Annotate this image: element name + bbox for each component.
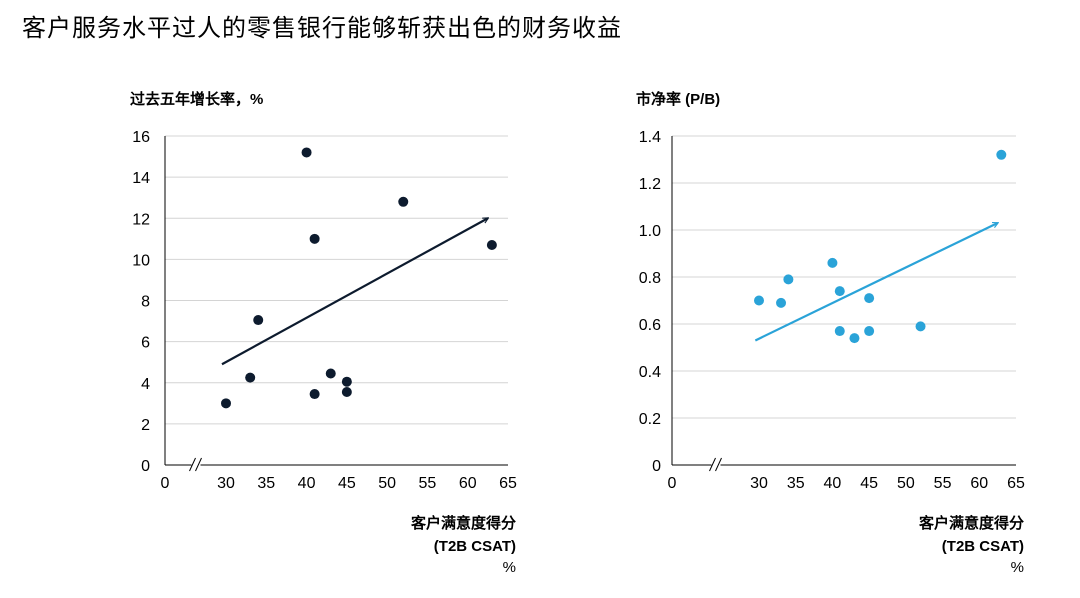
y-tick-label: 8 (141, 294, 150, 311)
trend-arrow (221, 217, 488, 366)
x-tick-label: 35 (257, 475, 275, 492)
y-axis-label: 市净率 (P/B) (636, 90, 720, 108)
y-tick-label: 0.8 (639, 270, 661, 287)
growth-scatter-chart: 过去五年增长率，% 0 2 4 6 8 10 12 14 16 0 30 35 40 45 50 55 60 65 客… (130, 90, 517, 576)
x-tick-label: 60 (970, 475, 988, 492)
data-point (309, 233, 320, 244)
x-tick-label: 45 (338, 475, 356, 492)
x-axis-label: % (1011, 559, 1024, 576)
data-point (783, 274, 794, 285)
x-tick-label: 60 (459, 475, 477, 492)
y-tick-label: 12 (132, 211, 150, 228)
x-tick-label: 40 (824, 475, 842, 492)
data-point (486, 239, 497, 250)
x-tick-label: 65 (1007, 475, 1025, 492)
data-point (309, 389, 320, 400)
x-tick-label: 55 (934, 475, 952, 492)
data-point (776, 297, 787, 308)
x-tick-label: 65 (499, 475, 517, 492)
y-tick-label: 16 (132, 129, 150, 146)
y-tick-label: 0.2 (639, 411, 661, 428)
data-point (834, 286, 845, 297)
y-tick-label: 6 (141, 335, 150, 352)
data-point (915, 321, 926, 332)
data-point (864, 326, 875, 337)
y-axis-label: 过去五年增长率，% (130, 90, 263, 108)
data-point (341, 376, 352, 387)
x-tick-label: 50 (897, 475, 915, 492)
y-tick-label: 10 (132, 252, 150, 269)
x-tick-label: 0 (161, 475, 170, 492)
x-axis-label: (T2B CSAT) (942, 538, 1024, 555)
axis-break-mark (189, 457, 196, 472)
data-point (864, 293, 875, 304)
axis-break-gap (191, 461, 201, 469)
trend-arrow (754, 221, 997, 342)
axis-break-mark (709, 457, 716, 472)
y-tick-label: 0 (652, 458, 661, 475)
axis-break-gap (711, 461, 721, 469)
x-axis-label: 客户满意度得分 (410, 514, 516, 532)
y-tick-label: 0.4 (639, 364, 661, 381)
data-point (245, 372, 256, 383)
x-tick-label: 50 (378, 475, 396, 492)
data-point (221, 398, 231, 409)
data-point (849, 333, 860, 344)
y-tick-label: 1.0 (639, 223, 661, 240)
y-tick-label: 0 (141, 458, 150, 475)
data-point (834, 326, 845, 337)
data-point (754, 295, 764, 306)
x-tick-label: 45 (860, 475, 878, 492)
x-axis-label: 客户满意度得分 (918, 514, 1024, 532)
x-tick-label: 40 (298, 475, 316, 492)
x-tick-label: 55 (419, 475, 437, 492)
x-tick-label: 35 (787, 475, 805, 492)
y-tick-label: 0.6 (639, 317, 661, 334)
pb-scatter-chart: 市净率 (P/B) 0 0.2 0.4 0.6 0.8 1.0 1.2 1.4 0 30 35 40 45… (636, 90, 1025, 576)
y-tick-label: 14 (132, 170, 150, 187)
y-tick-label: 4 (141, 376, 150, 393)
y-tick-label: 1.2 (639, 176, 661, 193)
x-tick-label: 30 (217, 475, 235, 492)
data-point (253, 315, 264, 326)
x-tick-label: 30 (750, 475, 768, 492)
data-point (398, 196, 409, 207)
data-point (341, 387, 352, 398)
x-axis-label: % (503, 559, 516, 576)
y-tick-label: 2 (141, 417, 150, 434)
axis-break-mark (195, 457, 202, 472)
x-tick-label: 0 (668, 475, 677, 492)
data-point (325, 368, 336, 379)
x-axis-label: (T2B CSAT) (434, 538, 516, 555)
data-point (301, 147, 312, 158)
data-point (827, 257, 838, 268)
page-title: 客户服务水平过人的零售银行能够斩获出色的财务收益 (22, 14, 622, 42)
y-tick-label: 1.4 (639, 129, 661, 146)
axis-break-mark (715, 457, 722, 472)
data-point (996, 149, 1007, 160)
